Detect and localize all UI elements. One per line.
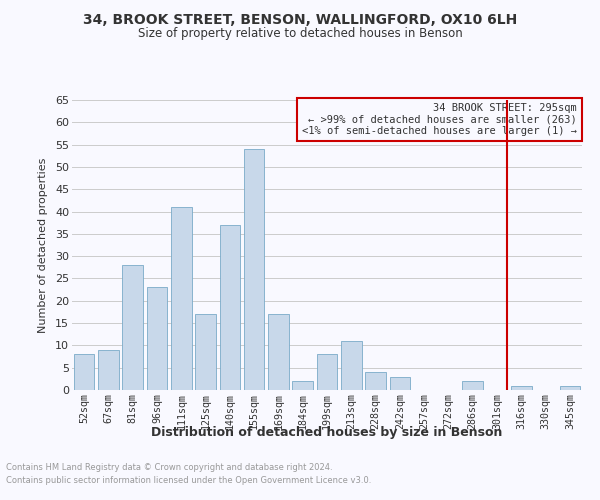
Text: Contains HM Land Registry data © Crown copyright and database right 2024.: Contains HM Land Registry data © Crown c… (6, 464, 332, 472)
Bar (389, 376, 410, 390)
Text: 34, BROOK STREET, BENSON, WALLINGFORD, OX10 6LH: 34, BROOK STREET, BENSON, WALLINGFORD, O… (83, 12, 517, 26)
Bar (463, 381, 483, 390)
Bar (195, 314, 216, 390)
Bar (146, 288, 167, 390)
Text: 34 BROOK STREET: 295sqm
← >99% of detached houses are smaller (263)
<1% of semi-: 34 BROOK STREET: 295sqm ← >99% of detach… (302, 103, 577, 136)
Bar (122, 265, 143, 390)
Bar (511, 386, 532, 390)
Text: Distribution of detached houses by size in Benson: Distribution of detached houses by size … (151, 426, 503, 439)
Text: Size of property relative to detached houses in Benson: Size of property relative to detached ho… (137, 28, 463, 40)
Y-axis label: Number of detached properties: Number of detached properties (38, 158, 48, 332)
Bar (98, 350, 119, 390)
Bar (220, 225, 240, 390)
Bar (341, 341, 362, 390)
Bar (74, 354, 94, 390)
Bar (317, 354, 337, 390)
Bar (244, 149, 265, 390)
Bar (365, 372, 386, 390)
Bar (268, 314, 289, 390)
Bar (560, 386, 580, 390)
Text: Contains public sector information licensed under the Open Government Licence v3: Contains public sector information licen… (6, 476, 371, 485)
Bar (292, 381, 313, 390)
Bar (171, 207, 191, 390)
